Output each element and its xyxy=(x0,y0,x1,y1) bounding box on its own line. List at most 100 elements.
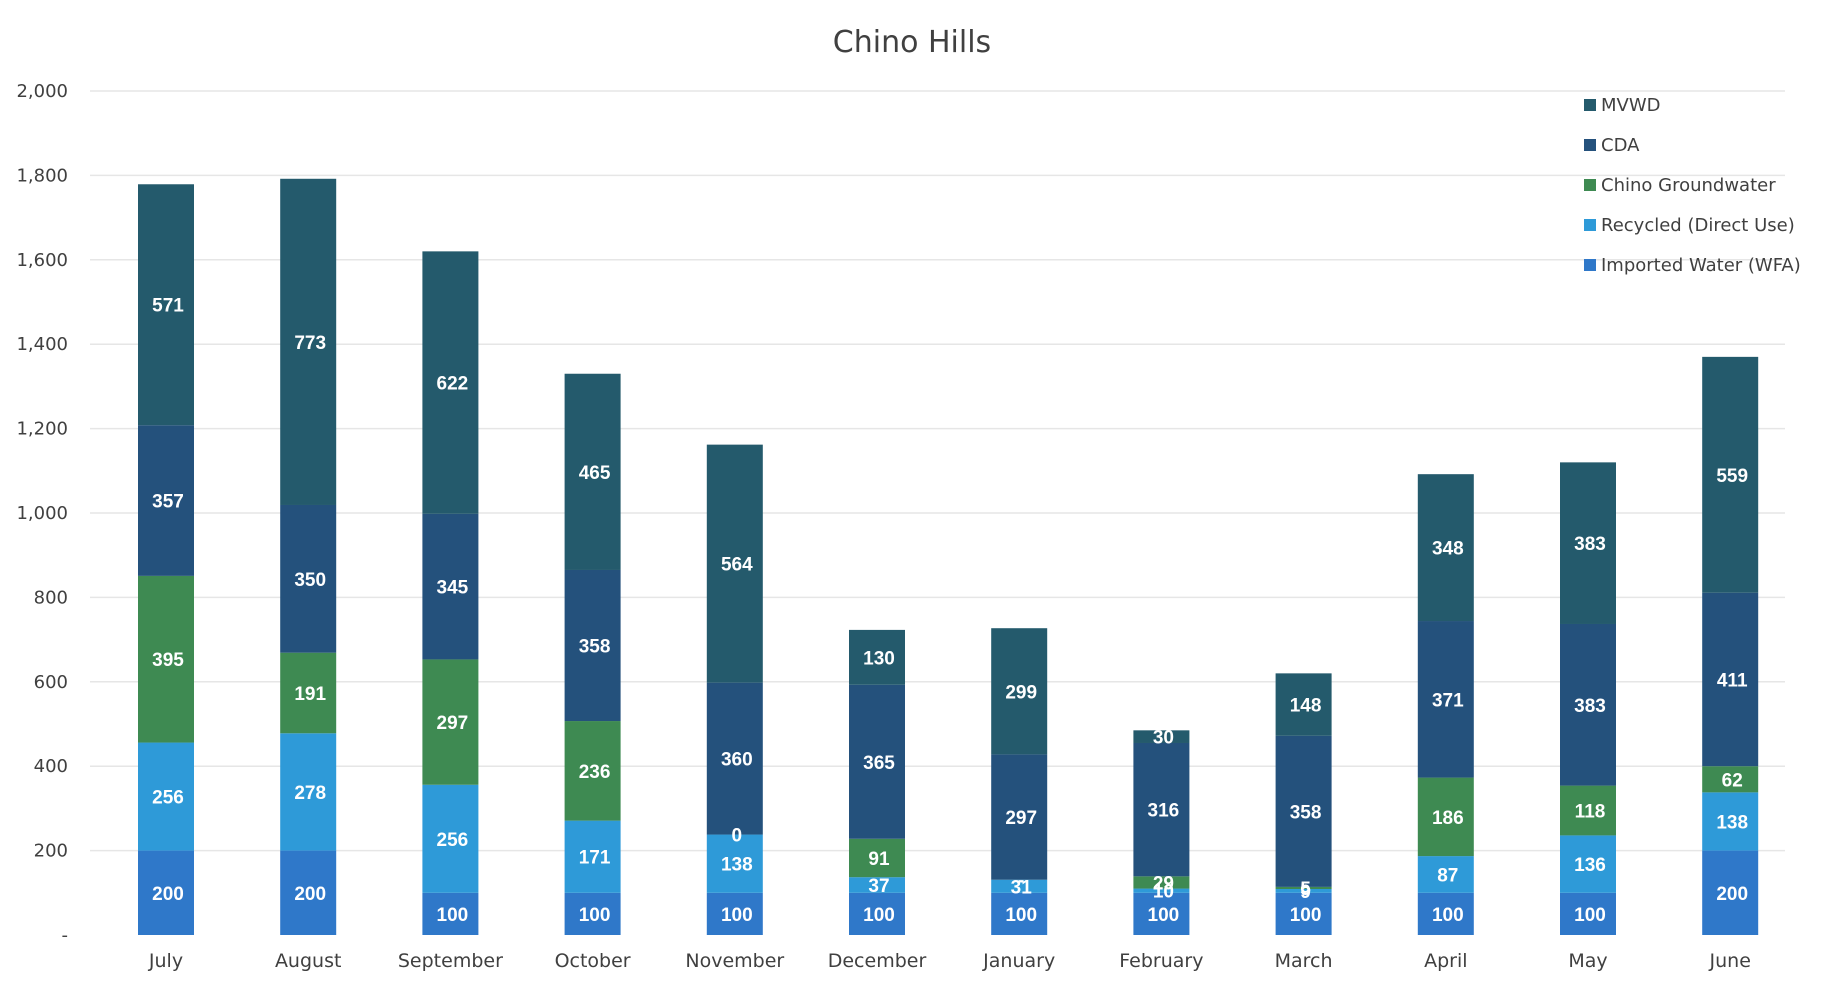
x-category-label: February xyxy=(1119,950,1203,972)
bar-segment xyxy=(1133,888,1190,893)
bar-segment xyxy=(1275,886,1332,890)
data-label: 348 xyxy=(1432,539,1464,560)
bar-segment xyxy=(991,628,1048,755)
data-label: 357 xyxy=(152,492,184,513)
data-label: 200 xyxy=(294,884,326,905)
y-tick-label: - xyxy=(62,925,69,946)
data-label: 171 xyxy=(579,848,611,869)
y-tick-label: 1,400 xyxy=(16,334,68,355)
data-label: 200 xyxy=(1716,884,1748,905)
legend-swatch xyxy=(1584,259,1596,271)
bar-segment xyxy=(1133,730,1190,743)
data-label: 297 xyxy=(437,713,469,734)
data-label: 186 xyxy=(1432,808,1464,829)
data-label: 465 xyxy=(579,463,611,484)
gridlines xyxy=(90,90,1785,852)
data-label: 100 xyxy=(1432,905,1464,926)
data-label: 350 xyxy=(294,570,326,591)
data-label: 62 xyxy=(1722,770,1743,791)
y-tick-label: 1,800 xyxy=(16,165,68,186)
data-label: 256 xyxy=(437,830,469,851)
legend-label: CDA xyxy=(1601,135,1640,156)
bar-segment xyxy=(564,892,621,935)
bar-segment xyxy=(564,721,621,821)
data-label: 383 xyxy=(1574,534,1606,555)
bar-segment xyxy=(706,834,763,893)
bar-segment xyxy=(422,659,479,785)
bar-segment xyxy=(564,373,621,570)
x-category-label: December xyxy=(828,950,927,972)
y-tick-label: 1,200 xyxy=(16,419,68,440)
legend-label: MVWD xyxy=(1601,95,1661,116)
x-category-label: August xyxy=(275,950,342,972)
bar-segment xyxy=(1560,835,1616,893)
x-category-label: October xyxy=(555,950,631,972)
bar-segment xyxy=(991,892,1048,935)
x-axis-categories: July August September October November Decemb… xyxy=(148,950,1751,972)
data-label: 100 xyxy=(579,905,611,926)
data-label: 37 xyxy=(868,876,889,897)
legend-swatch xyxy=(1584,139,1596,151)
y-tick-label: 400 xyxy=(34,756,68,777)
bar-segment xyxy=(849,684,905,839)
x-category-label: July xyxy=(148,950,183,972)
data-label: 297 xyxy=(1005,808,1037,829)
data-label: 236 xyxy=(579,762,611,783)
bar-segment xyxy=(280,178,337,505)
data-label: 571 xyxy=(152,296,184,317)
bar-segment xyxy=(564,820,621,893)
bar-segment xyxy=(564,569,621,722)
bar-segment xyxy=(849,629,905,685)
bar-segment xyxy=(1560,462,1616,624)
data-label: 299 xyxy=(1005,682,1037,703)
y-tick-label: 800 xyxy=(34,587,68,608)
bar-segment xyxy=(138,184,194,426)
data-label: 191 xyxy=(294,684,326,705)
data-label: 100 xyxy=(1574,905,1606,926)
data-label: 622 xyxy=(437,374,469,395)
bar-segment xyxy=(991,754,1048,880)
legend-label: Imported Water (WFA) xyxy=(1601,255,1801,276)
bar-segment xyxy=(1702,792,1759,851)
bar-segment xyxy=(1133,742,1190,877)
data-label: 9 xyxy=(1300,882,1311,903)
data-label: 395 xyxy=(152,650,184,671)
data-label: 559 xyxy=(1716,466,1748,487)
data-label: 358 xyxy=(1290,802,1322,823)
bar-segment xyxy=(1702,850,1759,935)
data-label: 100 xyxy=(1290,905,1322,926)
bar-segment xyxy=(422,892,479,935)
bar-segment xyxy=(1417,777,1474,857)
data-label: 256 xyxy=(152,788,184,809)
data-label: 100 xyxy=(721,905,753,926)
data-label: - xyxy=(1018,871,1024,892)
bar-segment xyxy=(138,742,194,851)
bar-segment xyxy=(706,682,763,835)
data-label: 87 xyxy=(1437,865,1458,886)
bar-segment xyxy=(849,877,905,893)
bar-segment xyxy=(422,784,479,893)
data-label: 100 xyxy=(437,905,469,926)
bar-segment xyxy=(1702,766,1759,793)
data-label: 200 xyxy=(152,884,184,905)
bar-segment xyxy=(1560,623,1616,786)
legend-label: Recycled (Direct Use) xyxy=(1601,215,1795,236)
x-category-label: January xyxy=(982,950,1055,972)
legend: MVWD CDA Chino Groundwater Recycled (Direct… xyxy=(1584,95,1801,276)
bar-segment xyxy=(280,850,337,935)
data-label: 773 xyxy=(294,333,326,354)
bars xyxy=(138,178,1759,935)
data-label: 278 xyxy=(294,783,326,804)
data-label: 136 xyxy=(1574,855,1606,876)
data-label: 411 xyxy=(1717,670,1748,691)
bar-segment xyxy=(1560,892,1616,935)
bar-segment xyxy=(422,251,479,514)
bar-segment xyxy=(991,879,1048,893)
bar-segment xyxy=(1275,892,1332,935)
bar-segment xyxy=(706,892,763,935)
x-category-label: June xyxy=(1709,950,1751,972)
bar-segment xyxy=(1275,735,1332,887)
bar-segment xyxy=(138,575,194,743)
